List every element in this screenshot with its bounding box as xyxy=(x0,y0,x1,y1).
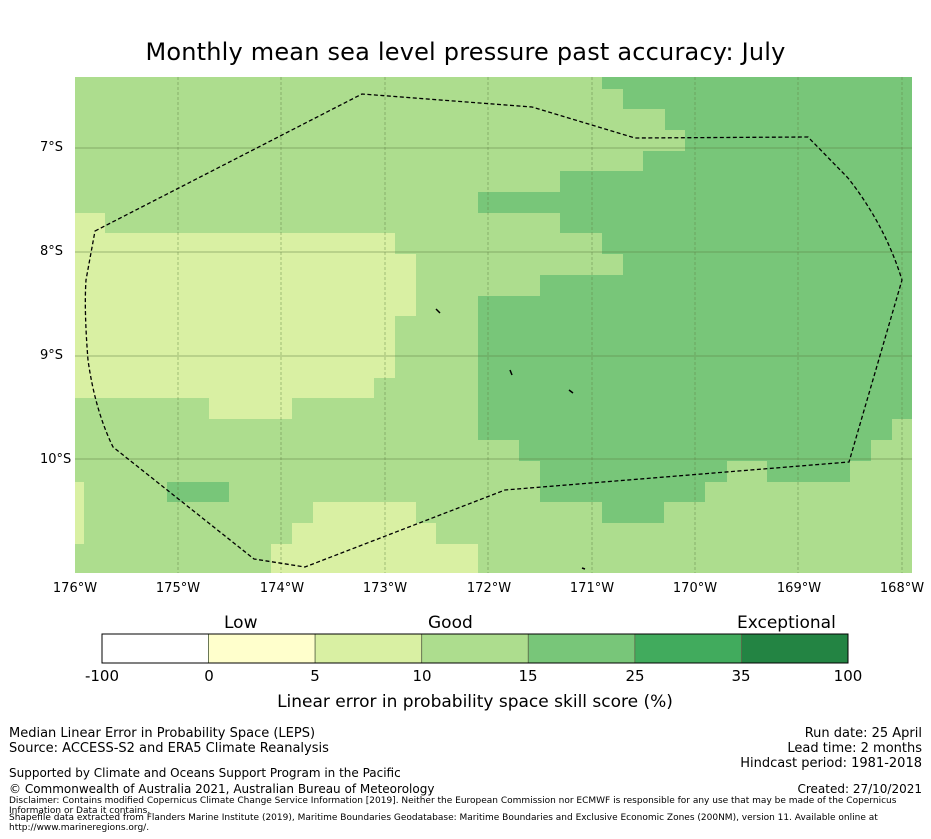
skill-cell xyxy=(727,461,767,482)
skill-cell xyxy=(602,502,664,523)
colorbar-tick: 10 xyxy=(412,667,432,685)
graticule xyxy=(75,77,912,573)
skill-cell xyxy=(75,378,374,398)
footer-copyright: © Commonwealth of Australia 2021, Austra… xyxy=(9,782,435,796)
colorbar-swatch xyxy=(421,633,529,664)
colorbar-tick: 5 xyxy=(310,667,320,685)
colorbar-swatch xyxy=(634,633,742,664)
colorbar-tick: 100 xyxy=(833,667,863,685)
lat-label-7s: 7°S xyxy=(40,140,64,155)
skill-cell xyxy=(75,233,395,254)
lon-label-174w: 174°W xyxy=(259,581,305,596)
lon-label-173w: 173°W xyxy=(362,581,408,596)
lon-label-169w: 169°W xyxy=(776,581,822,596)
skill-cell xyxy=(623,254,912,275)
lat-label-9s: 9°S xyxy=(40,348,64,363)
colorbar-label: Linear error in probability space skill … xyxy=(277,692,673,712)
skill-cell xyxy=(540,275,912,296)
colorbar-tick: 25 xyxy=(625,667,645,685)
skill-cell xyxy=(75,316,395,378)
maritime-boundary xyxy=(84,93,903,568)
skill-cell xyxy=(75,482,84,544)
colorbar xyxy=(101,633,849,664)
lon-label-172w: 172°W xyxy=(466,581,512,596)
skill-cell xyxy=(540,461,727,482)
colorbar-tick: -100 xyxy=(84,667,120,685)
island xyxy=(435,308,441,314)
lon-label-175w: 175°W xyxy=(155,581,201,596)
skill-cell xyxy=(75,213,105,233)
skill-cell xyxy=(313,502,416,523)
skill-cell xyxy=(292,523,436,544)
skill-cell xyxy=(478,419,892,440)
island xyxy=(581,567,586,570)
skill-cell xyxy=(767,461,850,482)
colorbar-tick: 35 xyxy=(731,667,751,685)
skill-cell xyxy=(478,296,912,419)
shapefile-credit: Shapefile data extracted from Flanders M… xyxy=(9,813,878,833)
skill-cell xyxy=(75,254,416,316)
island xyxy=(568,389,574,394)
colorbar-swatch xyxy=(741,633,849,664)
category-exceptional: Exceptional xyxy=(737,613,836,633)
lon-label-171w: 171°W xyxy=(569,581,615,596)
lon-label-168w: 168°W xyxy=(879,581,925,596)
colorbar-swatch xyxy=(101,633,209,664)
colorbar-swatch xyxy=(314,633,423,664)
skill-cell xyxy=(643,151,912,171)
category-good: Good xyxy=(428,613,473,633)
colorbar-frame xyxy=(101,633,849,664)
colorbar-swatch xyxy=(527,633,636,664)
run-date: Run date: 25 April xyxy=(804,726,922,741)
skill-cell xyxy=(167,482,229,502)
skill-cell xyxy=(271,544,478,573)
colorbar-swatch xyxy=(208,633,316,664)
map-title: Monthly mean sea level pressure past acc… xyxy=(145,38,786,66)
colorbar-tick: 0 xyxy=(204,667,214,685)
skill-cell xyxy=(560,171,912,192)
skill-cell xyxy=(892,419,912,440)
disclaimer: Disclaimer: Contains modified Copernicus… xyxy=(9,796,897,816)
skill-cell xyxy=(540,482,705,502)
skill-cell xyxy=(560,213,912,233)
skill-cell xyxy=(665,109,912,130)
skill-cell xyxy=(623,89,912,109)
skill-cell xyxy=(602,77,912,89)
skill-cell xyxy=(478,192,912,213)
footer-support: Supported by Climate and Oceans Support … xyxy=(9,766,401,780)
category-low: Low xyxy=(224,613,258,633)
lead-time: Lead time: 2 months xyxy=(787,741,922,756)
created-date: Created: 27/10/2021 xyxy=(797,782,922,796)
skill-cells xyxy=(75,77,912,573)
skill-cell xyxy=(519,440,871,461)
lon-label-176w: 176°W xyxy=(52,581,98,596)
hindcast-period: Hindcast period: 1981-2018 xyxy=(740,756,922,771)
skill-cell xyxy=(602,233,912,254)
skill-cell xyxy=(209,398,292,419)
skill-cell xyxy=(685,130,912,151)
lat-label-8s: 8°S xyxy=(40,244,64,259)
lat-label-10s: 10°S xyxy=(40,452,72,467)
island xyxy=(509,369,513,376)
footer-source: Source: ACCESS-S2 and ERA5 Climate Reana… xyxy=(9,741,329,756)
footer-leps: Median Linear Error in Probability Space… xyxy=(9,726,316,741)
colorbar-tick: 15 xyxy=(518,667,538,685)
lon-label-170w: 170°W xyxy=(672,581,718,596)
